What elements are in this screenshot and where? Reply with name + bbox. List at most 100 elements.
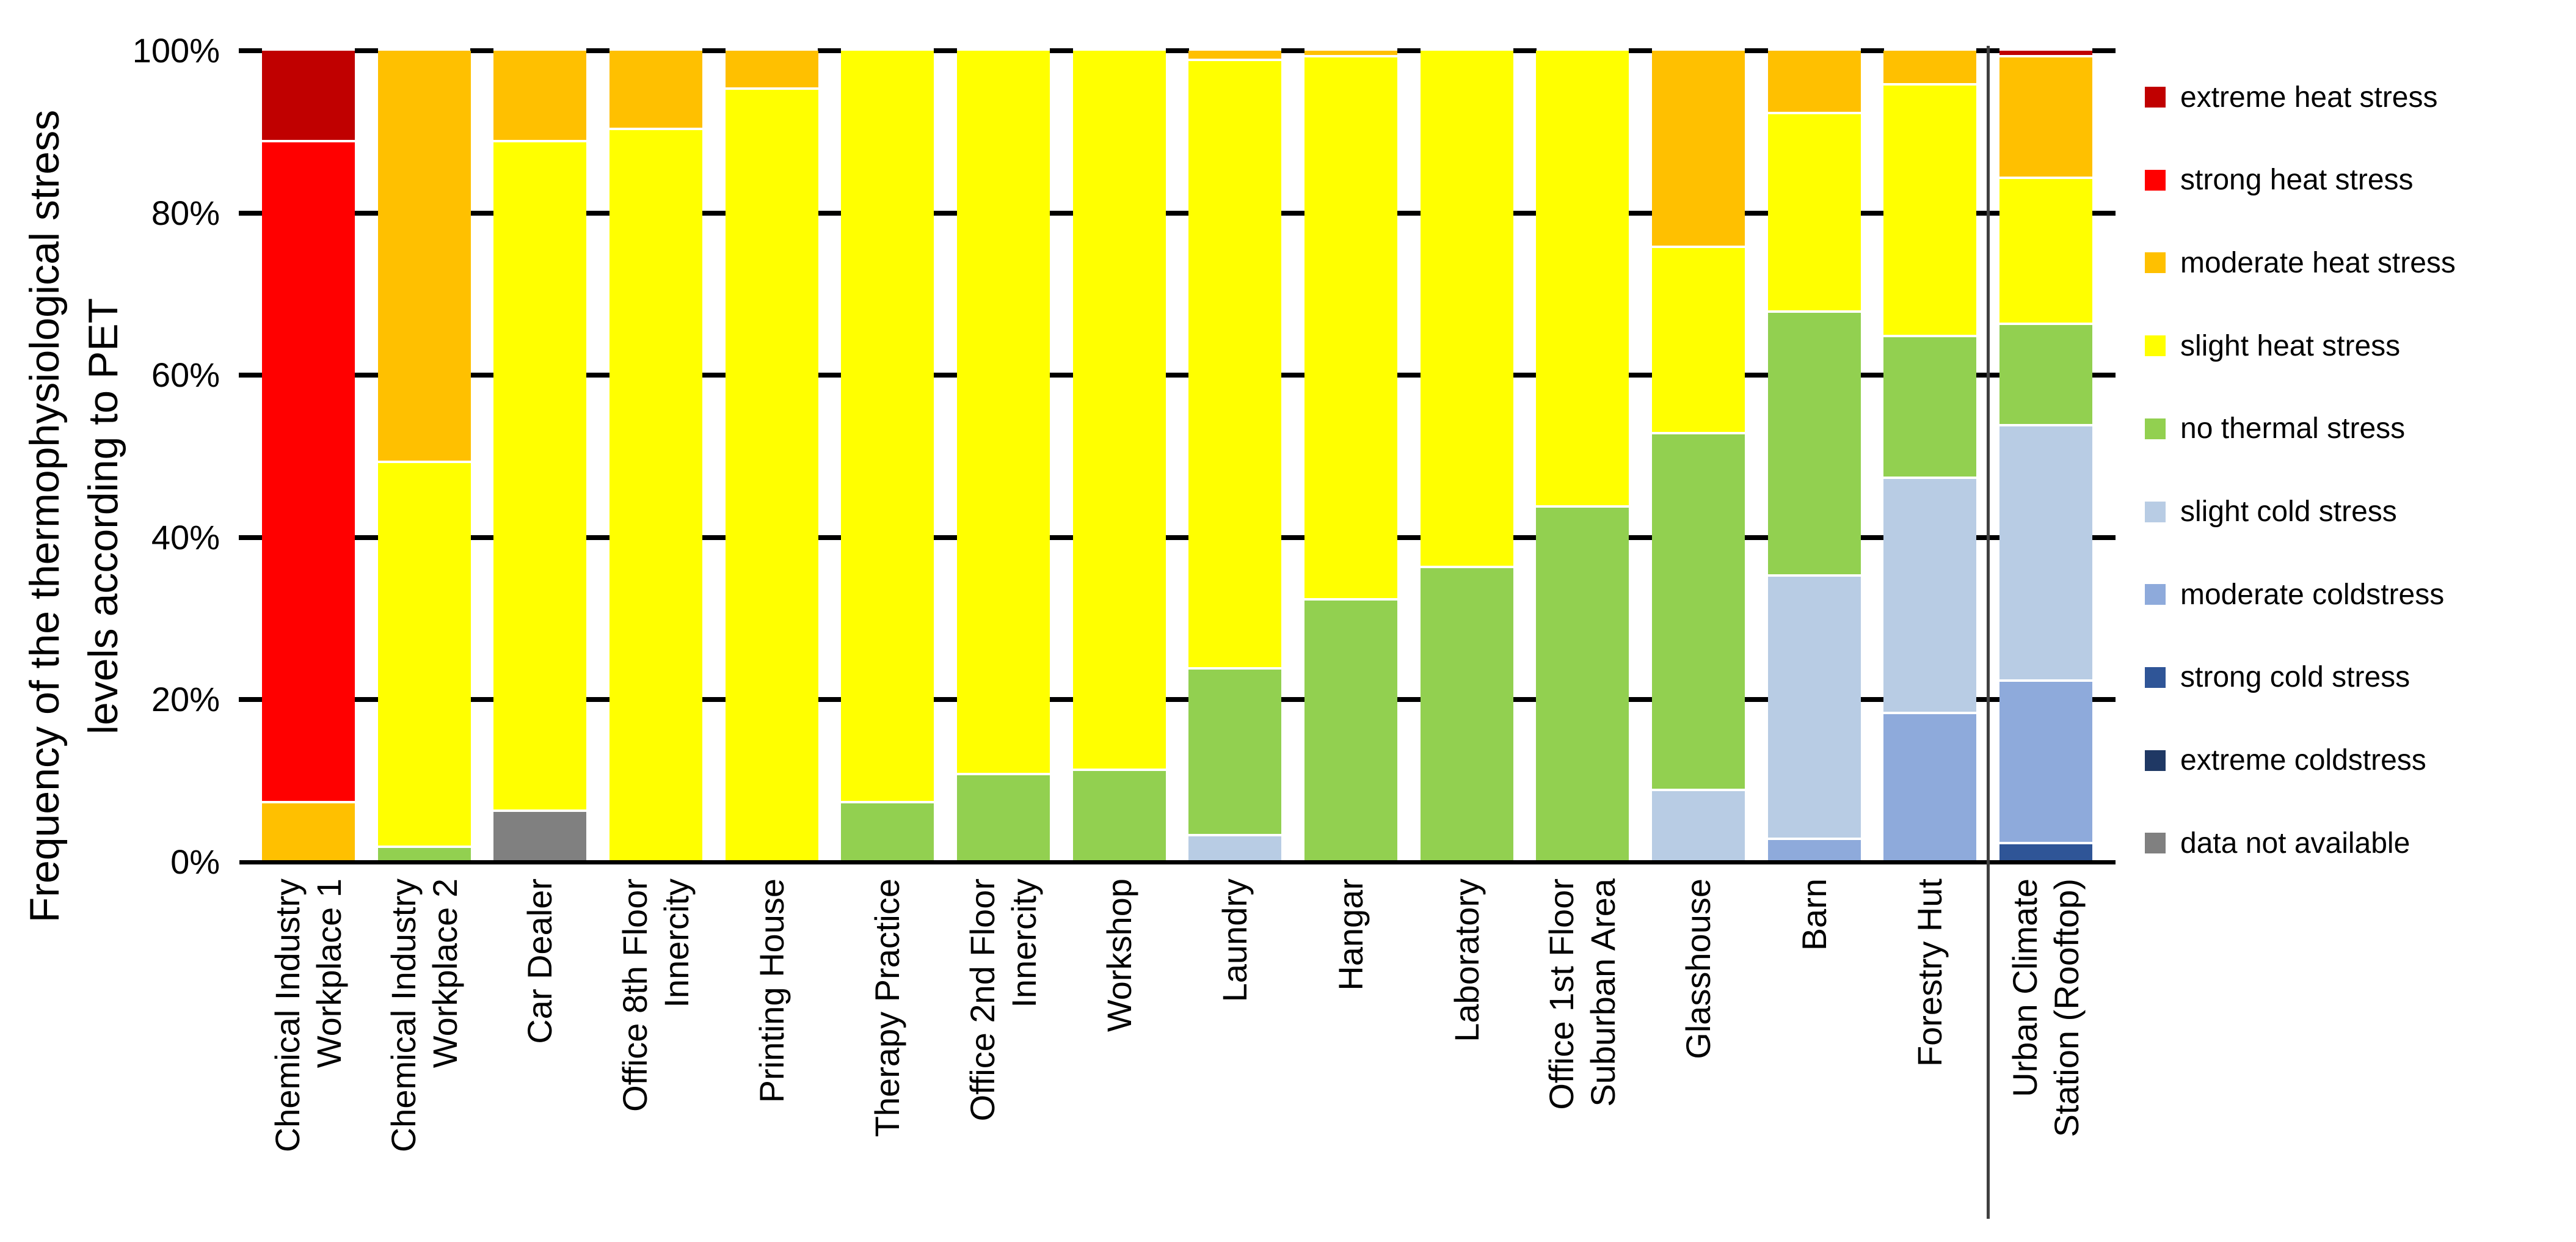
x-label-line: Innercity [657, 879, 696, 1008]
legend-item-strong_cold: strong cold stress [2145, 658, 2410, 697]
bar-segment-slight_cold [1652, 789, 1745, 862]
gridline-stub [1744, 373, 1768, 378]
gridline-stub [702, 535, 726, 540]
bar-segment-no_thermal [1652, 432, 1745, 789]
gridline-stub [239, 48, 262, 53]
bar-segment-moderate_heat [1652, 51, 1745, 246]
bar-segment-slight_cold [1999, 423, 2093, 680]
bar-car-dealer [493, 51, 587, 862]
gridline-stub [818, 48, 842, 53]
gridline-stub [818, 373, 842, 378]
gridline-stub [934, 48, 958, 53]
gridline-stub [1049, 210, 1073, 216]
gridline-stub [1049, 373, 1073, 378]
bar-segment-extreme_heat [261, 51, 355, 141]
legend-label-slight_cold: slight cold stress [2180, 495, 2397, 528]
bar-segment-slight_heat [841, 51, 934, 802]
gridline-stub [1860, 48, 1884, 53]
gridline-stub [2092, 210, 2116, 216]
x-label-urban-climate-station-rooftop-: Urban Climate Station (Rooftop) [2004, 879, 2087, 1221]
bar-segment-no_thermal [1188, 667, 1282, 834]
y-tick-label-40: 40% [151, 517, 220, 557]
x-label-chemical-industry-workplace-2: Chemical Industry Workplace 2 [383, 879, 466, 1221]
gridline-stub [2092, 535, 2116, 540]
gridline-stub [1165, 373, 1189, 378]
gridline-stub [354, 535, 378, 540]
gridline-stub [2092, 48, 2116, 53]
bar-segment-moderate_heat [1188, 51, 1282, 59]
gridline-stub [1165, 535, 1189, 540]
bar-segment-moderate_heat [1883, 51, 1977, 84]
x-label-office-8th-floor-innercity: Office 8th Floor Innercity [614, 879, 697, 1221]
bar-segment-no_thermal [1767, 310, 1861, 574]
bar-segment-slight_heat [956, 51, 1050, 773]
x-label-line: Laboratory [1447, 879, 1486, 1042]
bar-segment-slight_heat [1652, 245, 1745, 433]
legend-item-slight_heat: slight heat stress [2145, 326, 2400, 365]
legend-label-moderate_cold: moderate coldstress [2180, 578, 2445, 611]
gridline-stub [818, 535, 842, 540]
gridline-stub [1281, 373, 1305, 378]
gridline-stub [1860, 210, 1884, 216]
x-label-line: Urban Climate [2006, 879, 2045, 1097]
gridline-stub [1629, 373, 1653, 378]
bar-segment-slight_heat [493, 140, 587, 809]
gridline-stub [702, 210, 726, 216]
gridline-stub [702, 697, 726, 703]
bar-segment-no_thermal [1420, 566, 1513, 862]
gridline-stub [1860, 697, 1884, 703]
bar-segment-no_thermal [1072, 769, 1166, 862]
legend-label-no_thermal: no thermal stress [2180, 412, 2406, 445]
y-tick-label-100: 100% [132, 31, 220, 70]
gridline-stub [1513, 48, 1537, 53]
bar-printing-house [725, 51, 818, 862]
x-label-line: Therapy Practice [868, 879, 907, 1138]
bar-segment-no_thermal [1883, 334, 1977, 477]
legend-item-slight_cold: slight cold stress [2145, 492, 2397, 532]
gridline-stub [1744, 48, 1768, 53]
legend-item-strong_heat: strong heat stress [2145, 161, 2414, 200]
gridline-stub [1281, 535, 1305, 540]
x-label-line: Office 8th Floor [615, 879, 654, 1112]
bar-segment-slight_heat [1072, 51, 1166, 769]
bar-segment-slight_cold [1188, 833, 1282, 862]
x-label-line: Printing House [752, 879, 791, 1103]
bar-segment-moderate_heat [725, 51, 818, 87]
x-label-line: Chemical Industry [384, 879, 423, 1153]
legend-item-no_thermal: no thermal stress [2145, 409, 2405, 448]
gridline-stub [470, 48, 494, 53]
legend-swatch-data_not_available [2145, 833, 2166, 854]
bar-segment-moderate_cold [1883, 712, 1977, 862]
bar-segment-moderate_heat [377, 51, 471, 461]
bar-segment-slight_heat [1304, 54, 1398, 599]
gridline-stub [1049, 48, 1073, 53]
gridline-stub [239, 373, 262, 378]
gridline-stub [1629, 210, 1653, 216]
legend-item-extreme_heat: extreme heat stress [2145, 78, 2438, 117]
x-label-line: Forestry Hut [1910, 879, 1949, 1067]
bar-segment-slight_heat [725, 87, 818, 862]
gridline-stub [1165, 48, 1189, 53]
y-axis-title-line1: Frequency of the thermophysiological str… [21, 109, 68, 923]
bar-segment-moderate_heat [493, 51, 587, 141]
x-label-forestry-hut: Forestry Hut [1909, 879, 1951, 1221]
gridline-stub [1397, 210, 1421, 216]
gridline-stub [1860, 535, 1884, 540]
bar-chemical-industry-workplace-2 [377, 51, 471, 862]
gridline-stub [1629, 697, 1653, 703]
x-label-workshop: Workshop [1099, 879, 1140, 1221]
gridline-stub [934, 210, 958, 216]
gridline-stub [1860, 373, 1884, 378]
legend-swatch-extreme_heat [2145, 87, 2166, 108]
bar-segment-data_not_available [493, 809, 587, 862]
x-label-line: Station (Rooftop) [2047, 879, 2086, 1138]
gridline-stub [354, 48, 378, 53]
x-label-barn: Barn [1794, 879, 1835, 1221]
gridline-stub [1513, 535, 1537, 540]
bar-urban-climate-station-rooftop- [1999, 51, 2093, 862]
legend-swatch-slight_cold [2145, 501, 2166, 522]
gridline-stub [1281, 210, 1305, 216]
gridline-stub [586, 535, 610, 540]
bar-segment-strong_cold [1999, 841, 2093, 862]
